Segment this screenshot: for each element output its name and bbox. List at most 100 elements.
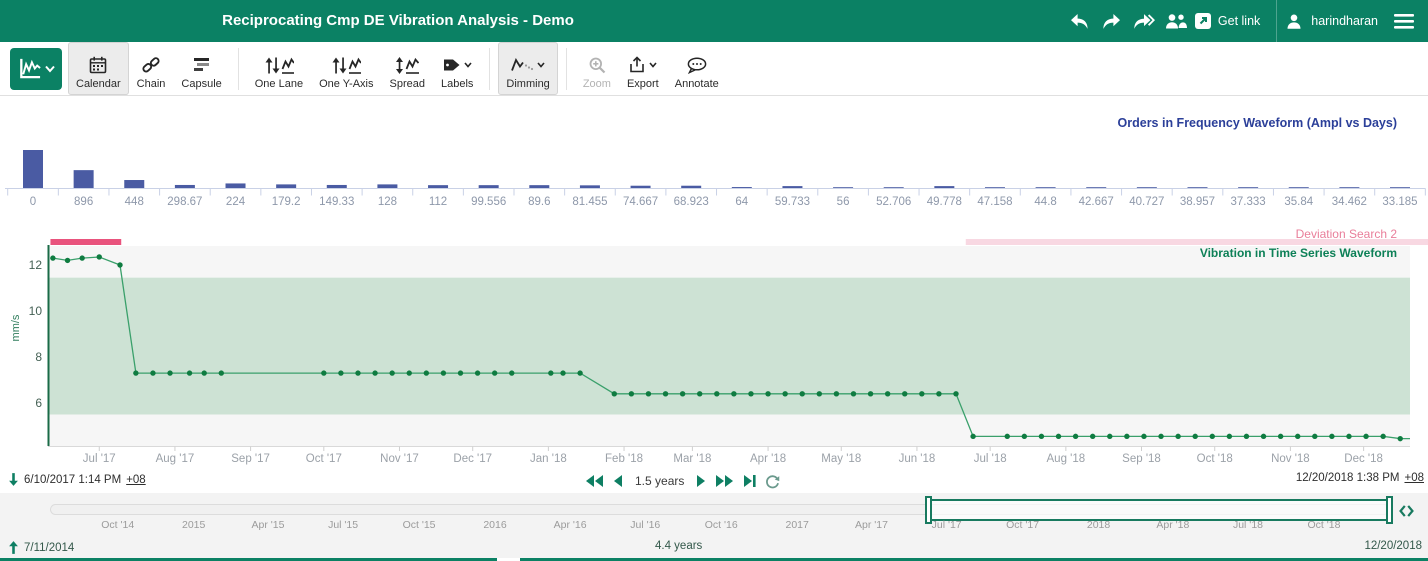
toolbar-button-label: Calendar [76, 78, 121, 90]
signal-data-point [611, 391, 617, 397]
redo-all-button[interactable] [1128, 0, 1160, 42]
toolbar-separator [565, 47, 567, 90]
frequency-bar [276, 184, 297, 188]
toolbar-button-labels[interactable]: Labels [433, 42, 481, 95]
signal-data-point [1312, 433, 1318, 440]
frequency-tick-label: 224 [225, 196, 246, 208]
view-mode-dropdown-button[interactable] [10, 47, 62, 90]
y-axis-tick-label: 12 [28, 258, 42, 272]
signal-data-point [1004, 433, 1010, 440]
toolbar-button-dimming[interactable]: Dimming [498, 42, 558, 95]
toolbar-button-one-y-axis[interactable]: One Y-Axis [311, 42, 381, 95]
caret-down-icon [464, 62, 472, 68]
frequency-bar [579, 185, 600, 188]
timeline-tick-label: Jul '15 [328, 519, 359, 531]
threshold-band-region [48, 277, 1410, 415]
undo-button[interactable] [1064, 0, 1096, 42]
month-tick-label: Sep '18 [1122, 453, 1161, 465]
signal-data-point [936, 391, 942, 397]
signal-data-point [714, 391, 720, 397]
timeline-tick-label: Apr '17 [855, 519, 888, 531]
condition-capsule-bar[interactable] [965, 239, 1428, 245]
month-tick-label: Aug '18 [1046, 453, 1086, 465]
get-link-button[interactable]: Get link [1192, 0, 1270, 42]
y-axis-tick-label: 10 [28, 304, 42, 318]
signal-legend-label[interactable]: Vibration in Time Series Waveform [1199, 246, 1397, 260]
timeline-tick-label: 2018 [1086, 519, 1111, 531]
range-start-text[interactable]: 6/10/2017 1:14 PM [24, 473, 122, 486]
timeline-brush-left-handle[interactable] [925, 496, 933, 524]
timeline-end-date[interactable]: 12/20/2018 [1364, 540, 1422, 552]
signal-data-point [884, 391, 891, 397]
users-icon [1165, 14, 1187, 29]
signal-data-point [1329, 433, 1335, 440]
user-menu[interactable] [1283, 0, 1305, 42]
signal-data-point [833, 391, 840, 397]
step-back-full-button[interactable] [585, 474, 604, 488]
month-tick-label: Apr '18 [750, 453, 787, 465]
redo-icon [1103, 13, 1121, 29]
redo-button[interactable] [1096, 0, 1128, 42]
timeline-end: 12/20/2018 [1364, 540, 1422, 552]
get-link-icon [1194, 13, 1211, 29]
hamburger-menu-button[interactable] [1388, 0, 1420, 42]
signal-data-point [1243, 433, 1250, 440]
username-label[interactable]: harindharan [1311, 14, 1378, 28]
range-duration-label[interactable]: 1.5 years [635, 474, 685, 488]
toolbar-button-label: Labels [440, 78, 474, 90]
month-tick-label: Sep '17 [231, 453, 270, 465]
bottom-accent-segment [0, 558, 497, 561]
step-back-half-button[interactable] [613, 474, 623, 488]
auto-update-button[interactable] [765, 474, 780, 489]
frequency-tick-label: 99.556 [471, 196, 507, 208]
toolbar-button-export[interactable]: Export [619, 42, 667, 95]
timeline-start-date[interactable]: 7/11/2014 [24, 541, 75, 554]
calendar-icon [89, 54, 107, 76]
annotate-icon [687, 54, 707, 76]
toolbar-button-zoom[interactable]: Zoom [575, 42, 619, 95]
range-start-timezone[interactable]: +08 [126, 473, 146, 486]
toolbar-button-chain[interactable]: Chain [129, 42, 174, 95]
toolbar-button-annotate[interactable]: Annotate [667, 42, 727, 95]
signal-data-point [867, 391, 874, 397]
frequency-tick-label: 448 [124, 196, 144, 208]
step-to-end-button[interactable] [743, 474, 756, 488]
frequency-bar [833, 187, 854, 188]
signal-data-point [218, 370, 225, 376]
range-end-text[interactable]: 12/20/2018 1:38 PM [1295, 472, 1400, 484]
toolbar-separator [489, 47, 491, 90]
toolbar-button-spread[interactable]: Spread [382, 42, 433, 95]
timeline-brush-right-handle[interactable] [1386, 496, 1393, 524]
frequency-bar [478, 185, 499, 188]
toolbar-button-capsule[interactable]: Capsule [173, 42, 229, 95]
month-tick-label: Jul '18 [973, 453, 1007, 465]
collaborators-button[interactable] [1160, 0, 1192, 42]
step-forward-half-button[interactable] [696, 474, 706, 488]
signal-data-point [919, 391, 925, 397]
frequency-tick-label: 33.185 [1382, 196, 1418, 208]
month-tick-label: Dec '18 [1344, 453, 1383, 465]
condition-legend-label[interactable]: Deviation Search 2 [1295, 227, 1397, 241]
zoom-icon [588, 54, 606, 76]
worksheet-title[interactable]: Reciprocating Cmp DE Vibration Analysis … [222, 12, 574, 29]
chain-icon [142, 54, 160, 76]
signal-data-point [970, 433, 976, 440]
display-range-start: 6/10/2017 1:14 PM +08 [8, 472, 146, 487]
toolbar-button-calendar[interactable]: Calendar [68, 42, 129, 95]
timeline-selection-brush[interactable] [929, 499, 1390, 521]
frequency-bar [225, 183, 246, 188]
frequency-bar [1390, 187, 1411, 188]
range-start-arrow-icon [9, 473, 18, 486]
timeline-expand-button[interactable] [1398, 503, 1415, 519]
signal-data-point [1226, 433, 1233, 440]
frequency-bar [174, 184, 195, 188]
toolbar-button-one-lane[interactable]: One Lane [247, 42, 311, 95]
condition-capsule-bar[interactable] [50, 239, 122, 245]
dimming-icon [511, 58, 534, 71]
toolbar-button-label: Annotate [674, 78, 719, 90]
range-end-timezone[interactable]: +08 [1404, 472, 1424, 484]
display-range-end: 12/20/2018 1:38 PM +08 [1296, 472, 1424, 484]
step-forward-full-button[interactable] [715, 474, 734, 488]
signal-data-point [1021, 433, 1028, 440]
